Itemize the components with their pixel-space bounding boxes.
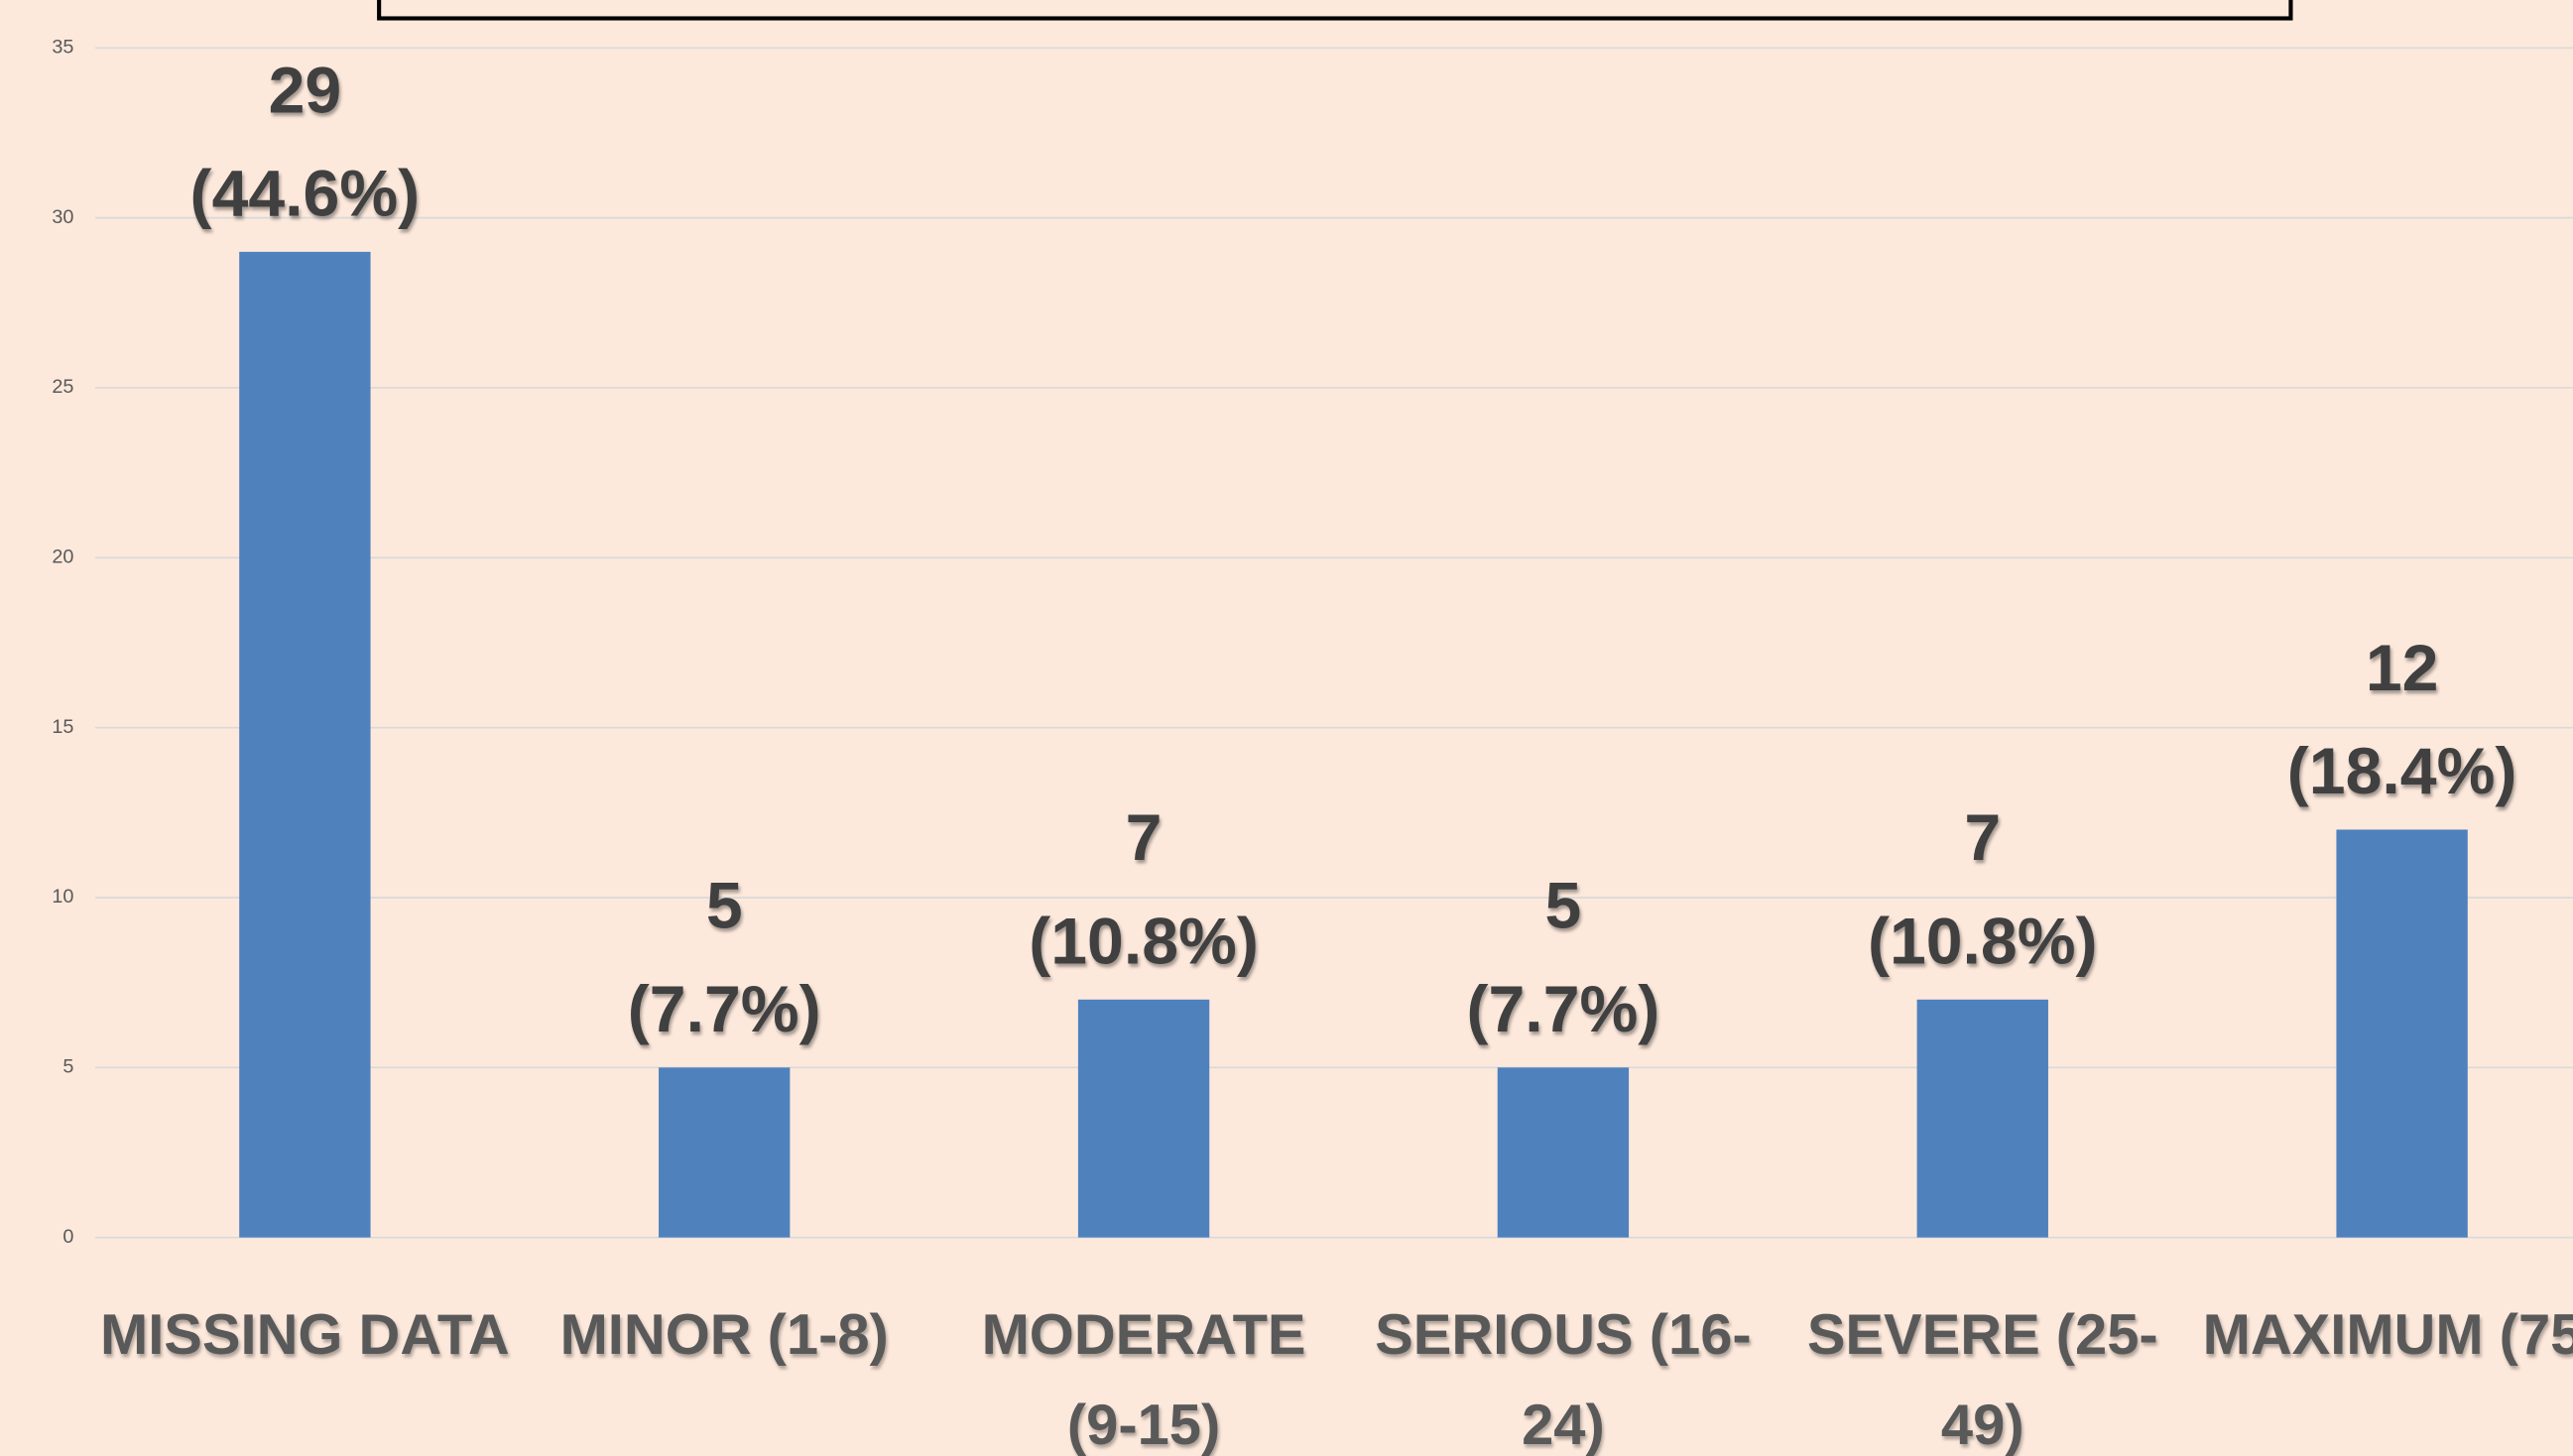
y-tick-label: 0 — [62, 1226, 73, 1248]
y-tick-label: 10 — [52, 886, 73, 908]
y-tick-label: 35 — [52, 37, 73, 59]
data-label: 5 (7.7%) — [1466, 870, 1659, 1046]
bar — [1916, 999, 2048, 1238]
bar — [239, 251, 371, 1238]
x-tick-label: MISSING DATA — [100, 1303, 510, 1367]
data-label: 29 (44.6%) — [190, 54, 421, 230]
x-tick-label: SERIOUS (16-24) — [1375, 1303, 1752, 1456]
data-label: 5 (7.7%) — [628, 870, 821, 1046]
bar — [2336, 829, 2468, 1238]
x-tick-label: MAXIMUM (75) — [2203, 1303, 2573, 1367]
y-tick-label: 25 — [52, 376, 73, 398]
data-label: 7 (10.8%) — [1029, 801, 1259, 978]
y-tick-label: 30 — [52, 206, 73, 228]
bar — [659, 1067, 791, 1238]
x-tick-label: SEVERE (25-49) — [1807, 1303, 2158, 1456]
bar — [1497, 1067, 1630, 1238]
bar — [1077, 999, 1210, 1238]
x-tick-label: MODERATE (9-15) — [982, 1303, 1306, 1456]
y-tick-label: 5 — [62, 1056, 73, 1078]
y-tick-label: 20 — [52, 546, 73, 568]
data-label: 12 (18.4%) — [2287, 632, 2517, 808]
x-tick-label: MINOR (1-8) — [560, 1303, 889, 1367]
title-box — [377, 0, 2293, 21]
data-label: 7 (10.8%) — [1868, 801, 2098, 978]
y-tick-label: 15 — [52, 716, 73, 738]
